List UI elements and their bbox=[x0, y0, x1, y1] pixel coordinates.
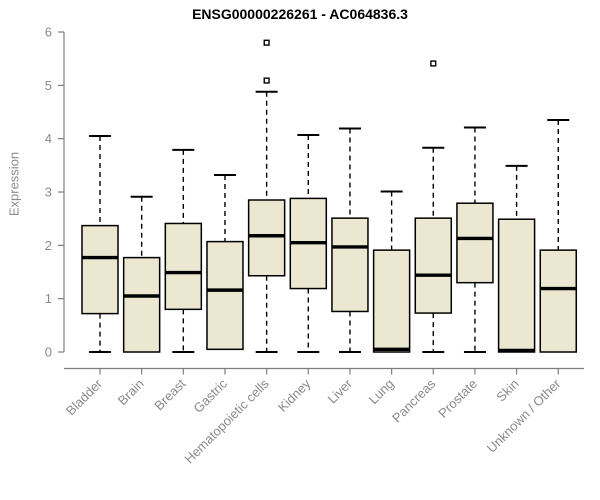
iqr-box bbox=[81, 224, 119, 315]
iqr-box bbox=[372, 249, 411, 353]
box-lung bbox=[372, 190, 411, 353]
x-tick-label-lung: Lung bbox=[366, 376, 397, 407]
outlier-point bbox=[263, 77, 270, 84]
x-tick-label-breast: Breast bbox=[151, 376, 188, 413]
y-tick-label: 2 bbox=[45, 238, 52, 253]
y-tick-label: 5 bbox=[45, 78, 52, 93]
x-tick-label-skin: Skin bbox=[493, 376, 521, 404]
box-brain bbox=[122, 195, 161, 353]
box-breast bbox=[164, 148, 203, 353]
outlier-point bbox=[263, 39, 270, 46]
iqr-box bbox=[164, 222, 203, 311]
outlier-point bbox=[430, 60, 437, 67]
box-unknown-other bbox=[539, 119, 578, 353]
iqr-box bbox=[247, 199, 286, 277]
box-bladder bbox=[81, 135, 119, 353]
iqr-box bbox=[331, 217, 369, 313]
iqr-box bbox=[122, 256, 161, 353]
y-tick-label: 6 bbox=[45, 25, 52, 40]
iqr-box bbox=[456, 202, 494, 284]
x-tick-label-bladder: Bladder bbox=[63, 376, 106, 419]
iqr-box bbox=[414, 217, 453, 314]
box-prostate bbox=[456, 126, 494, 353]
box-pancreas bbox=[414, 60, 453, 353]
box-kidney bbox=[289, 133, 328, 353]
y-tick-label: 1 bbox=[45, 291, 52, 306]
box-liver bbox=[331, 127, 369, 353]
box-skin bbox=[497, 164, 536, 353]
x-tick-label-unknown-other: Unknown / Other bbox=[484, 376, 564, 456]
x-tick-label-liver: Liver bbox=[325, 376, 356, 407]
iqr-box bbox=[206, 240, 244, 351]
iqr-box bbox=[497, 218, 536, 353]
x-tick-label-brain: Brain bbox=[115, 376, 147, 408]
x-tick-label-pancreas: Pancreas bbox=[389, 376, 439, 426]
x-tick-label-prostate: Prostate bbox=[435, 376, 480, 421]
y-tick-label: 3 bbox=[45, 185, 52, 200]
y-tick-label: 4 bbox=[45, 131, 52, 146]
chart-title: ENSG00000226261 - AC064836.3 bbox=[192, 6, 408, 22]
y-axis-title: Expression bbox=[6, 151, 22, 217]
box-hematopoietic-cells bbox=[247, 39, 286, 353]
iqr-box bbox=[539, 249, 578, 353]
y-tick-label: 0 bbox=[45, 345, 52, 360]
box-gastric bbox=[206, 173, 244, 351]
x-tick-label-gastric: Gastric bbox=[190, 376, 230, 416]
x-tick-label-kidney: Kidney bbox=[275, 376, 314, 415]
